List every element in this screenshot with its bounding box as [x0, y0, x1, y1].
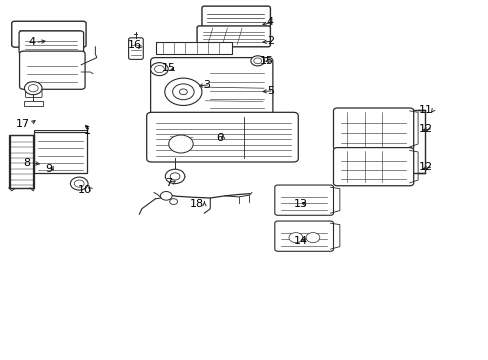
Circle shape	[250, 56, 264, 66]
FancyBboxPatch shape	[12, 21, 86, 47]
FancyBboxPatch shape	[333, 108, 413, 150]
Bar	[24, 101, 43, 106]
Circle shape	[150, 63, 168, 76]
FancyBboxPatch shape	[333, 148, 413, 186]
FancyBboxPatch shape	[150, 58, 272, 115]
Circle shape	[154, 66, 164, 73]
Text: 16: 16	[127, 40, 142, 50]
FancyBboxPatch shape	[20, 51, 85, 89]
Text: 18: 18	[190, 199, 204, 210]
Bar	[34, 132, 87, 173]
FancyBboxPatch shape	[25, 89, 42, 98]
Circle shape	[179, 89, 187, 95]
Text: 9: 9	[45, 164, 53, 174]
FancyBboxPatch shape	[19, 31, 83, 54]
Circle shape	[28, 85, 38, 92]
Text: 10: 10	[78, 185, 92, 195]
Text: 12: 12	[418, 162, 432, 172]
Text: 5: 5	[266, 86, 273, 96]
Text: 13: 13	[293, 199, 307, 210]
Text: 4: 4	[266, 17, 273, 27]
Circle shape	[288, 233, 302, 243]
Text: 7: 7	[164, 178, 172, 188]
Text: 11: 11	[418, 105, 432, 115]
Circle shape	[70, 177, 88, 190]
Circle shape	[74, 180, 84, 187]
Circle shape	[164, 78, 202, 105]
Circle shape	[172, 84, 194, 100]
FancyBboxPatch shape	[274, 185, 333, 215]
FancyBboxPatch shape	[274, 221, 333, 251]
FancyBboxPatch shape	[202, 6, 270, 27]
Text: 12: 12	[418, 123, 432, 134]
Text: 6: 6	[216, 132, 223, 143]
Text: 3: 3	[203, 80, 210, 90]
Circle shape	[305, 233, 319, 243]
Circle shape	[170, 173, 180, 180]
Circle shape	[168, 135, 193, 153]
FancyBboxPatch shape	[197, 26, 270, 47]
Circle shape	[165, 169, 184, 184]
Text: 15: 15	[162, 63, 176, 73]
Text: 14: 14	[293, 236, 307, 246]
Circle shape	[253, 58, 261, 64]
Text: 17: 17	[16, 119, 30, 129]
Bar	[9, 135, 34, 188]
Circle shape	[24, 82, 42, 95]
Text: 8: 8	[23, 158, 30, 168]
Text: 4: 4	[28, 37, 35, 48]
Text: 1: 1	[83, 126, 90, 136]
Circle shape	[160, 192, 172, 200]
Text: 2: 2	[266, 36, 273, 46]
Text: 15: 15	[259, 56, 273, 66]
Circle shape	[169, 199, 177, 204]
FancyBboxPatch shape	[146, 112, 298, 162]
Bar	[156, 42, 232, 54]
FancyBboxPatch shape	[128, 38, 143, 59]
